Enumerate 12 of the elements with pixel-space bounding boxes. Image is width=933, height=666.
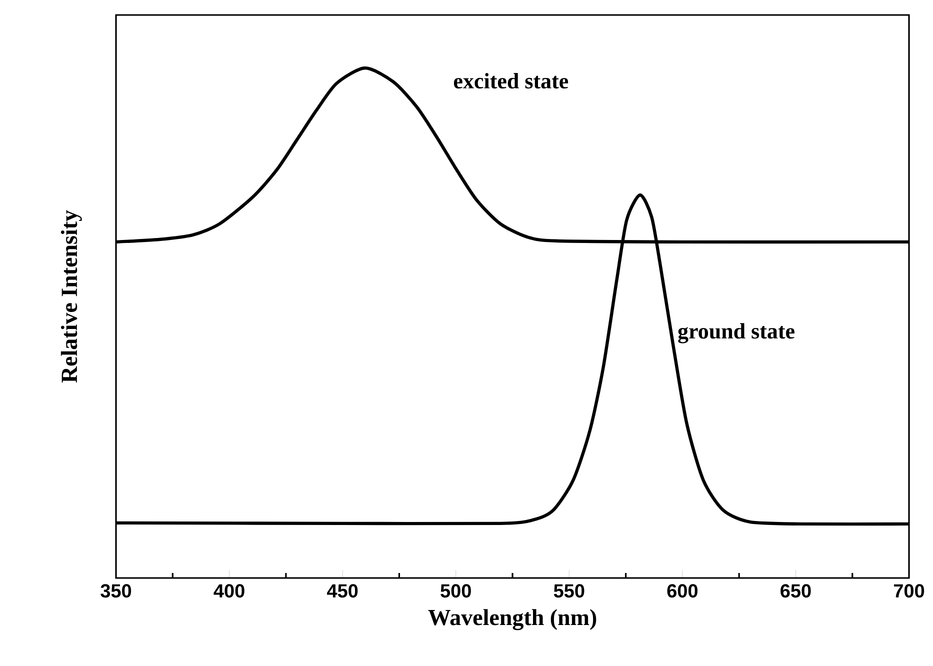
x-tick-label: 650 <box>780 584 811 598</box>
series-label: ground state <box>678 323 794 344</box>
series-label: excited state <box>454 73 568 89</box>
x-tick-label: 700 <box>894 584 924 598</box>
x-tick-label: 500 <box>440 584 471 598</box>
x-axis-title: Wavelength (nm) <box>428 609 596 630</box>
x-tick-label: 400 <box>214 584 244 598</box>
x-tick-label: 550 <box>554 584 584 598</box>
x-tick-label: 600 <box>667 584 698 598</box>
x-tick-label: 350 <box>100 584 132 598</box>
y-axis-title: Relative Intensity <box>60 210 82 383</box>
x-tick-label: 450 <box>327 584 358 598</box>
